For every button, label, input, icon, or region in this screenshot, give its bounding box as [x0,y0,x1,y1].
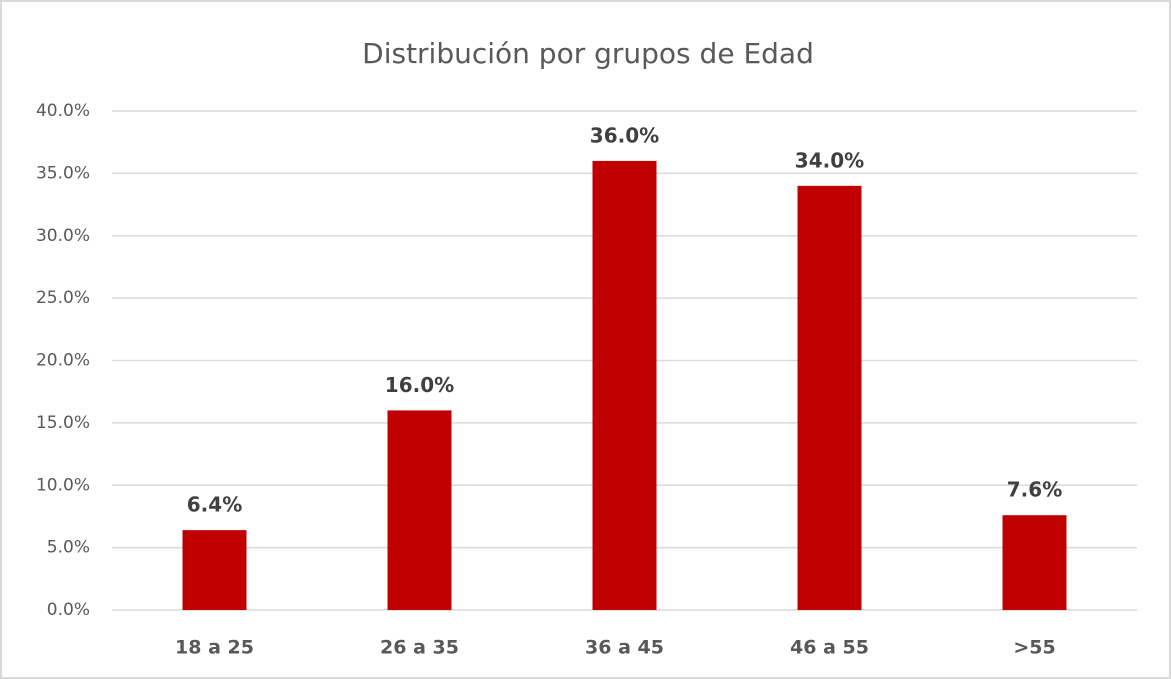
y-tick-label: 25.0% [36,288,90,308]
y-tick-label: 20.0% [36,351,90,371]
y-tick-label: 5.0% [47,538,90,558]
data-label: 36.0% [590,123,659,147]
x-tick-label: 26 a 35 [380,637,459,659]
data-label: 6.4% [187,493,242,517]
bar [182,530,247,610]
y-tick-label: 40.0% [36,101,90,121]
x-tick-label: 46 a 55 [790,637,869,659]
y-tick-label: 30.0% [36,226,90,246]
data-label: 34.0% [795,148,864,172]
bar [1002,515,1067,610]
x-tick-label: 18 a 25 [175,637,254,659]
y-tick-label: 15.0% [36,413,90,433]
y-tick-label: 35.0% [36,163,90,183]
y-tick-label: 0.0% [47,600,90,620]
x-tick-label: >55 [1013,637,1055,659]
bar [592,160,657,610]
bar [387,410,452,610]
data-label: 7.6% [1007,478,1062,502]
chart-title: Distribución por grupos de Edad [362,37,814,70]
data-label: 16.0% [385,373,454,397]
bar [797,185,862,610]
y-tick-label: 10.0% [36,475,90,495]
x-tick-label: 36 a 45 [585,637,664,659]
